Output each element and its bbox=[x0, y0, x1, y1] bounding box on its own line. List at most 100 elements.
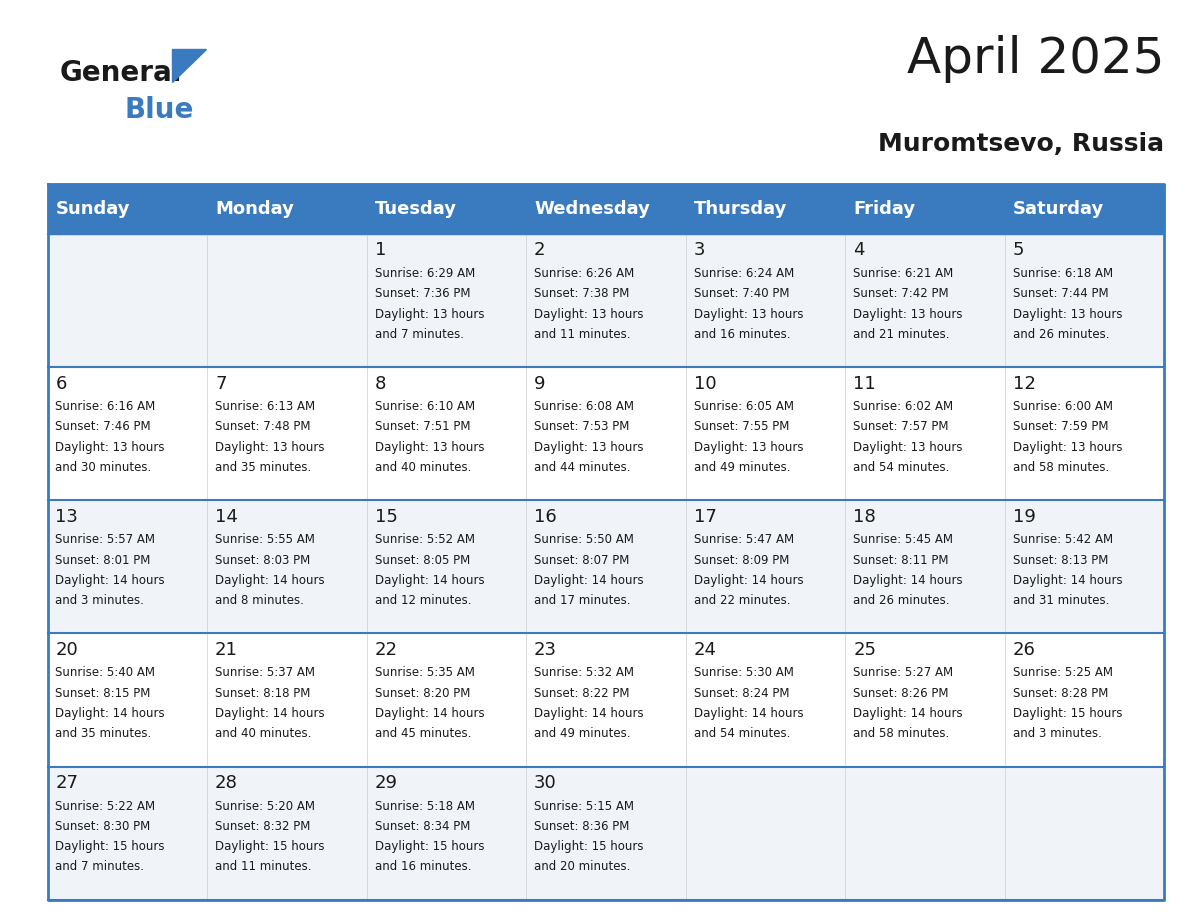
Text: 4: 4 bbox=[853, 241, 865, 260]
Bar bbox=[685, 367, 845, 500]
Text: Sunset: 8:07 PM: Sunset: 8:07 PM bbox=[535, 554, 630, 566]
Bar bbox=[367, 767, 526, 900]
Text: Daylight: 13 hours: Daylight: 13 hours bbox=[374, 441, 484, 453]
Text: Sunrise: 5:42 AM: Sunrise: 5:42 AM bbox=[1012, 533, 1113, 546]
Text: Sunset: 8:28 PM: Sunset: 8:28 PM bbox=[1012, 687, 1108, 700]
Text: Daylight: 14 hours: Daylight: 14 hours bbox=[56, 707, 165, 720]
Text: Saturday: Saturday bbox=[1012, 200, 1104, 218]
Text: Sunset: 7:40 PM: Sunset: 7:40 PM bbox=[694, 287, 789, 300]
Bar bbox=[48, 367, 207, 500]
Text: 15: 15 bbox=[374, 508, 398, 526]
Text: Sunset: 8:36 PM: Sunset: 8:36 PM bbox=[535, 820, 630, 833]
Text: Sunset: 8:05 PM: Sunset: 8:05 PM bbox=[374, 554, 469, 566]
Text: Monday: Monday bbox=[215, 200, 293, 218]
Text: Daylight: 13 hours: Daylight: 13 hours bbox=[853, 308, 962, 320]
Text: and 58 minutes.: and 58 minutes. bbox=[853, 727, 949, 740]
Text: Daylight: 15 hours: Daylight: 15 hours bbox=[215, 840, 324, 853]
Text: 24: 24 bbox=[694, 641, 716, 659]
Text: Thursday: Thursday bbox=[694, 200, 786, 218]
Text: and 49 minutes.: and 49 minutes. bbox=[694, 461, 790, 474]
FancyBboxPatch shape bbox=[207, 184, 367, 234]
Text: 11: 11 bbox=[853, 375, 876, 393]
Text: Sunset: 8:24 PM: Sunset: 8:24 PM bbox=[694, 687, 789, 700]
Text: 2: 2 bbox=[535, 241, 545, 260]
Text: Sunset: 7:36 PM: Sunset: 7:36 PM bbox=[374, 287, 470, 300]
Text: and 54 minutes.: and 54 minutes. bbox=[694, 727, 790, 740]
Text: and 3 minutes.: and 3 minutes. bbox=[1012, 727, 1101, 740]
Bar bbox=[48, 234, 207, 367]
Bar bbox=[685, 500, 845, 633]
Text: Daylight: 14 hours: Daylight: 14 hours bbox=[1012, 574, 1123, 587]
Text: and 45 minutes.: and 45 minutes. bbox=[374, 727, 470, 740]
Text: Sunset: 8:22 PM: Sunset: 8:22 PM bbox=[535, 687, 630, 700]
Text: 22: 22 bbox=[374, 641, 398, 659]
Text: Blue: Blue bbox=[125, 95, 194, 124]
Text: and 49 minutes.: and 49 minutes. bbox=[535, 727, 631, 740]
Bar bbox=[685, 633, 845, 767]
Text: 28: 28 bbox=[215, 774, 238, 792]
Bar bbox=[845, 234, 1005, 367]
Text: Daylight: 14 hours: Daylight: 14 hours bbox=[853, 574, 962, 587]
Text: Sunset: 7:53 PM: Sunset: 7:53 PM bbox=[535, 420, 630, 433]
Text: 20: 20 bbox=[56, 641, 78, 659]
Bar bbox=[526, 234, 685, 367]
Text: and 3 minutes.: and 3 minutes. bbox=[56, 594, 145, 607]
Text: and 20 minutes.: and 20 minutes. bbox=[535, 860, 631, 873]
Text: Daylight: 13 hours: Daylight: 13 hours bbox=[1012, 308, 1123, 320]
Text: Sunrise: 5:55 AM: Sunrise: 5:55 AM bbox=[215, 533, 315, 546]
Text: Sunrise: 5:32 AM: Sunrise: 5:32 AM bbox=[535, 666, 634, 679]
FancyBboxPatch shape bbox=[845, 184, 1005, 234]
Text: Sunset: 8:26 PM: Sunset: 8:26 PM bbox=[853, 687, 949, 700]
Text: Sunset: 7:48 PM: Sunset: 7:48 PM bbox=[215, 420, 310, 433]
Text: Daylight: 13 hours: Daylight: 13 hours bbox=[374, 308, 484, 320]
Polygon shape bbox=[172, 49, 206, 82]
Text: 25: 25 bbox=[853, 641, 877, 659]
Bar bbox=[526, 633, 685, 767]
Text: Sunset: 7:46 PM: Sunset: 7:46 PM bbox=[56, 420, 151, 433]
Text: 6: 6 bbox=[56, 375, 67, 393]
Bar bbox=[845, 367, 1005, 500]
Text: Sunset: 7:44 PM: Sunset: 7:44 PM bbox=[1012, 287, 1108, 300]
Bar bbox=[1005, 234, 1164, 367]
Text: Daylight: 15 hours: Daylight: 15 hours bbox=[56, 840, 165, 853]
Text: Sunset: 7:38 PM: Sunset: 7:38 PM bbox=[535, 287, 630, 300]
Bar bbox=[685, 234, 845, 367]
Text: Daylight: 14 hours: Daylight: 14 hours bbox=[535, 574, 644, 587]
Text: Sunrise: 5:50 AM: Sunrise: 5:50 AM bbox=[535, 533, 634, 546]
Text: Sunrise: 6:21 AM: Sunrise: 6:21 AM bbox=[853, 267, 954, 280]
Text: and 54 minutes.: and 54 minutes. bbox=[853, 461, 949, 474]
Text: 29: 29 bbox=[374, 774, 398, 792]
Bar bbox=[367, 367, 526, 500]
Text: Daylight: 14 hours: Daylight: 14 hours bbox=[215, 707, 324, 720]
Text: Daylight: 14 hours: Daylight: 14 hours bbox=[374, 707, 485, 720]
Text: and 58 minutes.: and 58 minutes. bbox=[1012, 461, 1108, 474]
Text: Sunset: 8:03 PM: Sunset: 8:03 PM bbox=[215, 554, 310, 566]
Text: and 30 minutes.: and 30 minutes. bbox=[56, 461, 152, 474]
Bar bbox=[526, 767, 685, 900]
Text: Daylight: 14 hours: Daylight: 14 hours bbox=[853, 707, 962, 720]
Bar bbox=[207, 367, 367, 500]
Text: Sunrise: 5:30 AM: Sunrise: 5:30 AM bbox=[694, 666, 794, 679]
Text: Sunrise: 6:02 AM: Sunrise: 6:02 AM bbox=[853, 400, 953, 413]
Text: Sunrise: 5:35 AM: Sunrise: 5:35 AM bbox=[374, 666, 474, 679]
Text: and 40 minutes.: and 40 minutes. bbox=[374, 461, 470, 474]
Text: Sunrise: 5:15 AM: Sunrise: 5:15 AM bbox=[535, 800, 634, 812]
Text: Sunrise: 5:25 AM: Sunrise: 5:25 AM bbox=[1012, 666, 1113, 679]
Text: and 11 minutes.: and 11 minutes. bbox=[215, 860, 311, 873]
Text: Sunset: 8:20 PM: Sunset: 8:20 PM bbox=[374, 687, 470, 700]
Text: and 44 minutes.: and 44 minutes. bbox=[535, 461, 631, 474]
Text: and 26 minutes.: and 26 minutes. bbox=[1012, 328, 1110, 341]
Text: Daylight: 14 hours: Daylight: 14 hours bbox=[535, 707, 644, 720]
Text: 16: 16 bbox=[535, 508, 557, 526]
Text: Daylight: 15 hours: Daylight: 15 hours bbox=[535, 840, 644, 853]
Bar bbox=[1005, 633, 1164, 767]
Bar bbox=[526, 367, 685, 500]
Bar bbox=[367, 500, 526, 633]
Text: Sunrise: 6:16 AM: Sunrise: 6:16 AM bbox=[56, 400, 156, 413]
Bar bbox=[367, 234, 526, 367]
Bar bbox=[1005, 767, 1164, 900]
Text: 3: 3 bbox=[694, 241, 706, 260]
Text: 1: 1 bbox=[374, 241, 386, 260]
Text: Daylight: 13 hours: Daylight: 13 hours bbox=[694, 441, 803, 453]
Text: Sunset: 8:32 PM: Sunset: 8:32 PM bbox=[215, 820, 310, 833]
